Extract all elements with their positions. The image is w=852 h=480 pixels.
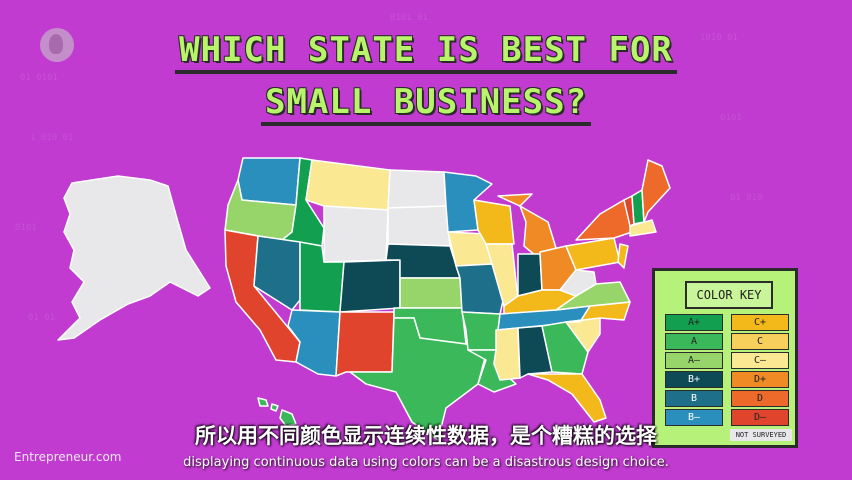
state-new-mexico: New Mexico <box>335 311 395 377</box>
svg-text:01 010: 01 010 <box>730 193 763 203</box>
state-texas: Texas <box>349 317 487 441</box>
state-alabama: Alabama <box>517 325 553 379</box>
state-south-dakota: South Dakota <box>387 205 451 247</box>
watermark: Entrepreneur.com <box>14 450 122 464</box>
state-maine: Maine <box>641 159 671 223</box>
swatch-right-1: C <box>731 333 789 350</box>
state-north-dakota: North Dakota <box>387 169 447 209</box>
state-wyoming: Wyoming <box>323 205 389 263</box>
state-new-jersey: Pennsylvania <box>617 243 629 269</box>
svg-text:0101 01: 0101 01 <box>390 13 428 23</box>
subtitle-chinese: 所以用不同颜色显示连续性数据，是个糟糕的选择 <box>195 424 657 448</box>
svg-text:01 0101: 01 0101 <box>20 73 58 83</box>
swatch-right-0: C+ <box>731 314 789 331</box>
swatch-right-4: D <box>731 390 789 407</box>
svg-text:0101: 0101 <box>15 223 37 233</box>
subtitle-english: displaying continuous data using colors … <box>183 455 669 470</box>
swatch-left-0: A+ <box>665 314 723 331</box>
state-montana: Montana <box>305 159 391 211</box>
swatch-right-5: D– <box>731 409 789 426</box>
swatch-right-3: D+ <box>731 371 789 388</box>
title-line-1: WHICH STATE IS BEST FOR <box>0 30 852 74</box>
state-mississippi: Mississippi <box>493 327 521 381</box>
state-west-virginia: West Virginia <box>559 269 597 297</box>
title-line-2: SMALL BUSINESS? <box>0 82 852 126</box>
color-key: COLOR KEY NOT SURVEYED A+ A A– B+ B B– C+ C C– D+… <box>652 268 798 448</box>
state-florida: Florida <box>527 373 607 423</box>
state-massachusetts: Massachusetts <box>629 219 657 237</box>
state-kansas: Kansas <box>399 277 463 309</box>
pbs-logo-icon <box>40 28 74 62</box>
state-alaska: Alaska <box>57 175 211 341</box>
state-pennsylvania: Pennsylvania <box>565 237 621 271</box>
svg-text:1 010 01: 1 010 01 <box>30 133 73 143</box>
swatch-left-2: A– <box>665 352 723 369</box>
state-washington: Washington <box>237 157 301 206</box>
state-nevada: Nevada <box>253 235 301 311</box>
swatch-left-5: B– <box>665 409 723 426</box>
svg-text:0101: 0101 <box>720 113 742 123</box>
swatch-left-1: A <box>665 333 723 350</box>
svg-text:1010 01: 1010 01 <box>700 33 738 43</box>
state-indiana: Indiana <box>517 253 543 297</box>
state-georgia: Georgia <box>541 321 589 375</box>
color-key-title: COLOR KEY <box>685 281 773 309</box>
swatch-not-surveyed: NOT SURVEYED <box>730 429 792 441</box>
swatch-left-4: B <box>665 390 723 407</box>
state-hawaii: Hawaii <box>257 397 297 427</box>
state-colorado: Colorado <box>339 259 401 313</box>
state-arkansas: Arkansas <box>461 311 501 351</box>
svg-text:01 01: 01 01 <box>28 313 55 323</box>
swatch-left-3: B+ <box>665 371 723 388</box>
swatch-right-2: C– <box>731 352 789 369</box>
state-new-york: New York <box>575 199 633 241</box>
